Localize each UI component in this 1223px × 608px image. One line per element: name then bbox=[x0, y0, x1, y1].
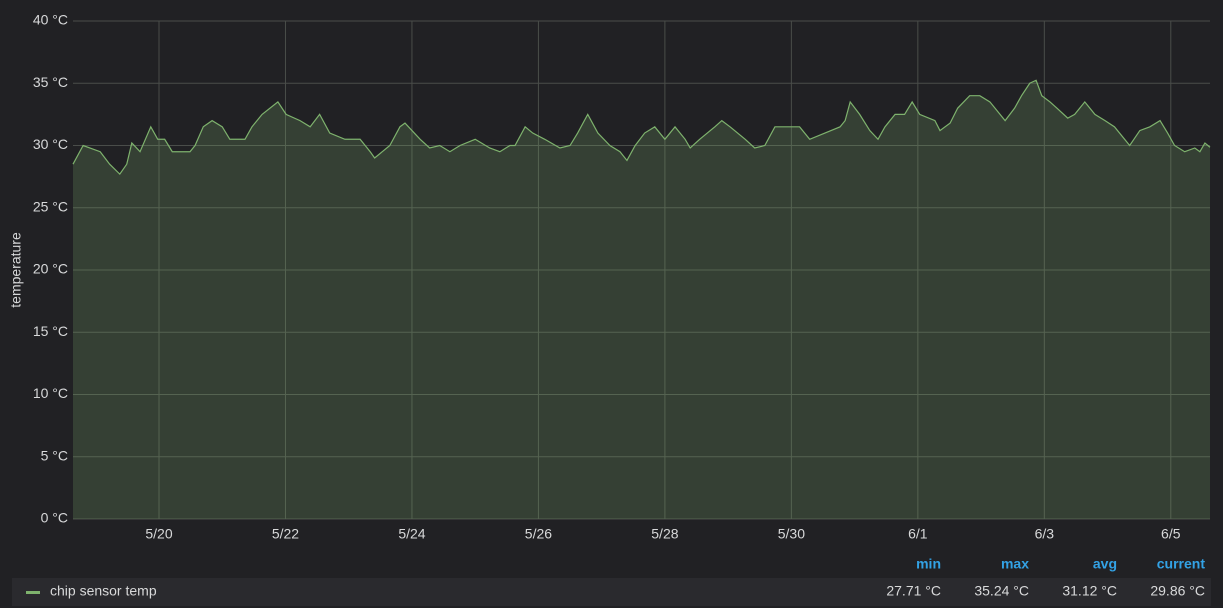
y-tick-label: 15 °C bbox=[33, 323, 68, 339]
x-tick-label: 5/20 bbox=[145, 526, 172, 542]
legend-row bbox=[12, 578, 1211, 606]
x-tick-label: 5/28 bbox=[651, 526, 678, 542]
y-tick-label: 20 °C bbox=[33, 261, 68, 277]
x-tick-label: 6/5 bbox=[1161, 526, 1181, 542]
legend-stat: 35.24 °C bbox=[974, 583, 1029, 599]
legend-header: min bbox=[916, 556, 941, 572]
x-tick-label: 6/1 bbox=[908, 526, 928, 542]
y-tick-label: 10 °C bbox=[33, 385, 68, 401]
y-tick-label: 40 °C bbox=[33, 12, 68, 28]
area bbox=[73, 80, 1210, 519]
y-tick-label: 30 °C bbox=[33, 136, 68, 152]
y-tick-label: 5 °C bbox=[41, 447, 68, 463]
x-tick-label: 5/24 bbox=[398, 526, 425, 542]
legend-stat: 29.86 °C bbox=[1150, 583, 1205, 599]
legend-stat: 31.12 °C bbox=[1062, 583, 1117, 599]
y-tick-label: 0 °C bbox=[41, 510, 68, 526]
legend-header: current bbox=[1157, 556, 1206, 572]
x-tick-label: 5/30 bbox=[778, 526, 805, 542]
legend-swatch bbox=[26, 591, 40, 594]
y-tick-label: 25 °C bbox=[33, 198, 68, 214]
legend-entry: chip sensor temp bbox=[50, 583, 157, 599]
x-tick-label: 6/3 bbox=[1035, 526, 1055, 542]
legend-header: avg bbox=[1093, 556, 1117, 572]
x-tick-label: 5/26 bbox=[525, 526, 552, 542]
x-tick-label: 5/22 bbox=[272, 526, 299, 542]
y-axis-label: temperature bbox=[8, 232, 24, 308]
legend-stat: 27.71 °C bbox=[886, 583, 941, 599]
legend-header: max bbox=[1001, 556, 1029, 572]
y-tick-label: 35 °C bbox=[33, 74, 68, 90]
line bbox=[72, 79, 1211, 176]
